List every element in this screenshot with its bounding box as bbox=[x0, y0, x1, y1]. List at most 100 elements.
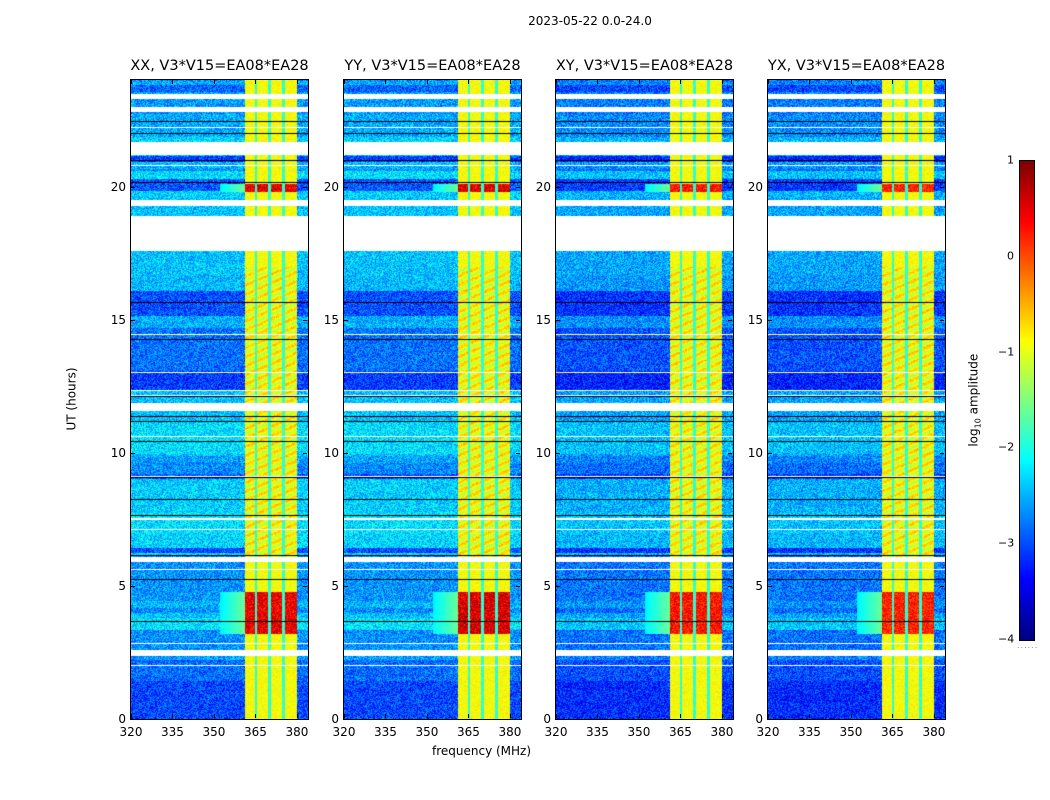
y-tick-label: 10 bbox=[747, 445, 763, 460]
y-tick-label: 0 bbox=[331, 712, 339, 726]
y-tick-mark bbox=[768, 452, 772, 454]
y-tick-mark bbox=[303, 452, 307, 454]
x-tick-mark bbox=[721, 80, 723, 84]
y-tick-label: 15 bbox=[535, 312, 551, 327]
colorbar-label-suffix: amplitude bbox=[966, 353, 981, 419]
x-tick-mark bbox=[850, 80, 852, 84]
x-tick-label: 380 bbox=[285, 725, 309, 739]
x-tick-mark bbox=[680, 714, 682, 718]
y-tick-mark bbox=[344, 452, 348, 454]
y-tick-label: 20 bbox=[535, 179, 551, 194]
x-tick-mark bbox=[426, 80, 428, 84]
x-tick-mark bbox=[768, 80, 769, 84]
y-tick-mark bbox=[516, 719, 520, 720]
colorbar-extend-marker: ...... bbox=[1017, 641, 1039, 650]
spectrogram-heatmap bbox=[131, 80, 308, 719]
x-tick-mark bbox=[131, 714, 132, 718]
x-tick-label: 335 bbox=[798, 725, 821, 739]
y-tick-label: 5 bbox=[118, 578, 126, 593]
y-tick-mark bbox=[728, 319, 732, 321]
y-tick-mark bbox=[344, 319, 348, 321]
y-tick-mark bbox=[131, 719, 135, 720]
x-tick-mark bbox=[344, 714, 345, 718]
x-tick-mark bbox=[509, 80, 511, 84]
x-tick-label: 365 bbox=[881, 725, 904, 739]
y-tick-mark bbox=[940, 719, 944, 720]
x-tick-label: 335 bbox=[161, 725, 184, 739]
x-tick-mark bbox=[213, 80, 215, 84]
colorbar-tick-label: −2 bbox=[998, 440, 1015, 454]
panel-yy: YY, V3*V15=EA08*EA28 320 335 350 365 380 0 5 10 1… bbox=[324, 58, 522, 739]
colorbar-tick-label: 1 bbox=[1007, 153, 1014, 167]
x-tick-label: 365 bbox=[669, 725, 692, 739]
y-tick-label: 10 bbox=[535, 445, 551, 460]
y-tick-mark bbox=[556, 319, 560, 321]
y-tick-mark bbox=[556, 452, 560, 454]
y-tick-label: 10 bbox=[323, 445, 339, 460]
y-tick-label: 15 bbox=[747, 312, 763, 327]
x-tick-label: 350 bbox=[839, 725, 863, 739]
figure-suptitle: 2023-05-22 0.0-24.0 bbox=[528, 14, 652, 28]
x-tick-mark bbox=[809, 714, 811, 718]
y-tick-label: 0 bbox=[118, 712, 126, 726]
x-tick-mark bbox=[426, 714, 428, 718]
panel-title: XY, V3*V15=EA08*EA28 bbox=[555, 58, 734, 74]
x-tick-mark bbox=[768, 714, 769, 718]
y-tick-mark bbox=[344, 186, 348, 188]
y-tick-label: 0 bbox=[755, 712, 763, 726]
y-tick-mark bbox=[768, 719, 772, 720]
x-tick-mark bbox=[933, 80, 935, 84]
x-tick-label: 320 bbox=[756, 725, 780, 739]
x-tick-mark bbox=[172, 80, 174, 84]
panel-yx: YX, V3*V15=EA08*EA28 320 335 350 365 380 0 5 10 1… bbox=[748, 58, 946, 739]
colorbar-label-log: log bbox=[966, 428, 981, 447]
y-tick-mark bbox=[516, 452, 520, 454]
y-tick-mark bbox=[303, 319, 307, 321]
x-tick-label: 350 bbox=[415, 725, 439, 739]
x-tick-label: 335 bbox=[374, 725, 397, 739]
colorbar-label-sub: 10 bbox=[973, 418, 983, 429]
spectrogram-heatmap bbox=[556, 80, 733, 719]
y-tick-mark bbox=[516, 319, 520, 321]
x-tick-label: 365 bbox=[457, 725, 480, 739]
colorbar-label: log10 amplitude bbox=[966, 354, 982, 447]
x-tick-mark bbox=[721, 714, 723, 718]
x-tick-mark bbox=[680, 80, 682, 84]
y-tick-mark bbox=[556, 186, 560, 188]
colorbar-tick-label: 0 bbox=[1007, 249, 1014, 263]
x-tick-mark bbox=[597, 80, 599, 84]
colorbar-tick-label: −4 bbox=[998, 632, 1015, 646]
x-tick-mark bbox=[296, 80, 298, 84]
y-tick-mark bbox=[303, 585, 307, 587]
x-tick-label: 365 bbox=[244, 725, 267, 739]
x-tick-mark bbox=[296, 714, 298, 718]
x-tick-mark bbox=[131, 80, 132, 84]
x-tick-label: 380 bbox=[498, 725, 522, 739]
spectrogram-heatmap bbox=[344, 80, 521, 719]
y-tick-mark bbox=[940, 186, 944, 188]
panel-title: XX, V3*V15=EA08*EA28 bbox=[130, 58, 309, 74]
y-tick-mark bbox=[940, 452, 944, 454]
y-tick-mark bbox=[768, 319, 772, 321]
y-tick-mark bbox=[940, 585, 944, 587]
x-tick-mark bbox=[255, 714, 257, 718]
y-tick-mark bbox=[768, 585, 772, 587]
y-tick-label: 5 bbox=[755, 578, 763, 593]
x-tick-mark bbox=[638, 80, 640, 84]
y-tick-label: 15 bbox=[323, 312, 339, 327]
x-tick-label: 350 bbox=[202, 725, 226, 739]
x-tick-mark bbox=[385, 714, 387, 718]
y-tick-mark bbox=[344, 585, 348, 587]
y-tick-mark bbox=[131, 452, 135, 454]
x-tick-label: 380 bbox=[922, 725, 946, 739]
y-tick-mark bbox=[516, 585, 520, 587]
x-tick-mark bbox=[385, 80, 387, 84]
x-tick-label: 320 bbox=[332, 725, 356, 739]
x-tick-mark bbox=[933, 714, 935, 718]
y-tick-label: 0 bbox=[543, 712, 551, 726]
x-tick-label: 335 bbox=[586, 725, 609, 739]
y-tick-mark bbox=[131, 319, 135, 321]
y-tick-label: 20 bbox=[747, 179, 763, 194]
y-tick-mark bbox=[344, 719, 348, 720]
y-tick-mark bbox=[728, 719, 732, 720]
